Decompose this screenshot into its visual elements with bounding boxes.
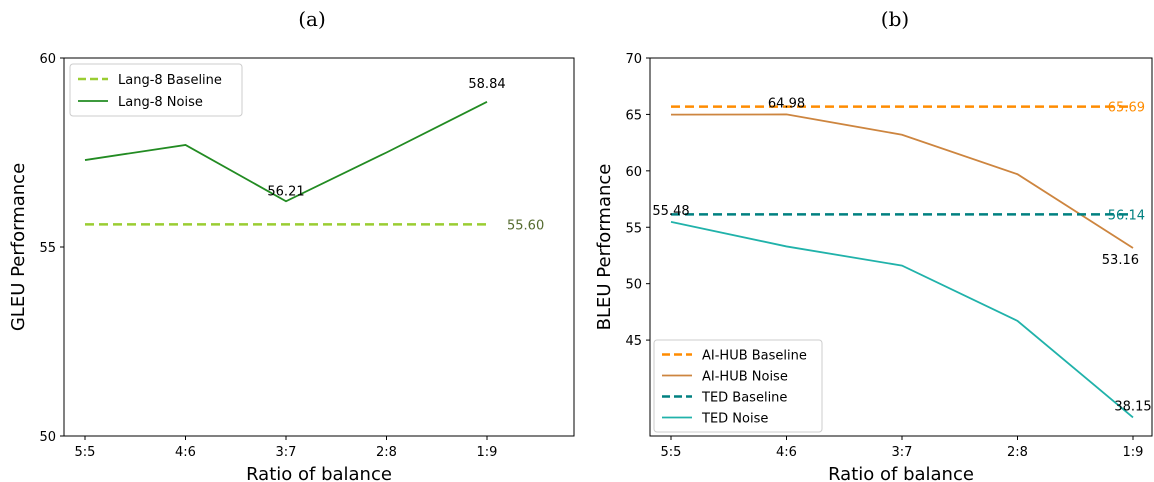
data-label: 53.16 [1102,253,1139,268]
y-tick-label: 50 [39,430,56,445]
x-axis-label: Ratio of balance [828,464,974,482]
data-label: 55.60 [507,218,544,233]
series-line-2 [84,101,488,203]
legend-label: Lang-8 Noise [118,95,203,110]
x-tick-label: 1:9 [477,445,498,460]
x-tick-label: 1:9 [1123,445,1144,460]
x-tick-label: 2:8 [1007,445,1028,460]
data-label: 65.69 [1108,101,1145,116]
data-label: 64.98 [768,96,805,111]
series-line-2 [670,113,1134,249]
x-tick-label: 3:7 [276,445,297,460]
y-tick-label: 55 [39,241,56,256]
y-tick-label: 50 [625,278,642,293]
legend-label: AI-HUB Baseline [702,349,807,364]
y-tick-label: 70 [625,52,642,67]
panel-tag: (a) [298,7,326,31]
data-label: 55.48 [652,204,689,219]
data-label: 38.15 [1114,399,1151,414]
y-tick-label: 65 [625,108,642,123]
chart-panel-b: (b) 45 50 55 60 65 70 5:5 4:6 3:7 2:8 1:9 Ratio of b… [594,7,1153,482]
legend-label: TED Noise [701,412,768,427]
data-label: 56.21 [267,184,304,199]
x-tick-label: 4:6 [776,445,797,460]
y-tick-label: 45 [625,334,642,349]
x-tick-label: 5:5 [75,445,96,460]
x-tick-label: 3:7 [892,445,913,460]
chart-panel-a: (a) 50 55 60 5:5 4:6 3:7 2:8 1:9 Ratio of balance… [8,7,575,482]
legend-label: Lang-8 Baseline [118,73,222,88]
x-tick-label: 4:6 [175,445,196,460]
legend-label: AI-HUB Noise [702,370,788,385]
x-tick-label: 5:5 [661,445,682,460]
y-tick-label: 60 [39,52,56,67]
y-tick-label: 60 [625,165,642,180]
data-label: 58.84 [468,77,505,92]
x-tick-label: 2:8 [376,445,397,460]
data-label: 56.14 [1108,208,1145,223]
legend-label: TED Baseline [701,391,787,406]
legend-box [653,339,823,433]
legend-box [69,63,243,117]
series-line-4 [670,220,1134,419]
plot-frame [649,57,1153,437]
y-axis-label: BLEU Performance [594,164,615,331]
y-tick-label: 55 [625,221,642,236]
x-axis-label: Ratio of balance [246,464,392,482]
panel-tag: (b) [881,7,909,31]
y-axis-label: GLEU Performance [8,163,29,331]
